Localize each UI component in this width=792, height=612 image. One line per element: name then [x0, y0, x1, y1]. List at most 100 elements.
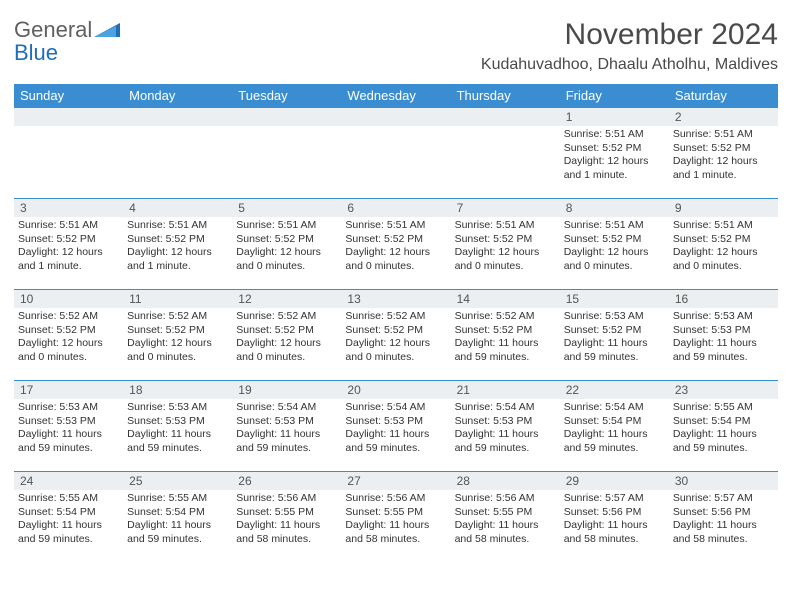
sunset-text: Sunset: 5:52 PM: [18, 324, 119, 338]
day-number: [451, 108, 560, 126]
sunrise-text: Sunrise: 5:57 AM: [564, 492, 665, 506]
calendar-cell: 27Sunrise: 5:56 AMSunset: 5:55 PMDayligh…: [341, 472, 450, 563]
day-info: Sunrise: 5:54 AMSunset: 5:54 PMDaylight:…: [560, 399, 669, 456]
daylight-text: Daylight: 11 hours and 58 minutes.: [673, 519, 774, 546]
sunset-text: Sunset: 5:52 PM: [127, 324, 228, 338]
calendar-cell: 29Sunrise: 5:57 AMSunset: 5:56 PMDayligh…: [560, 472, 669, 563]
sunrise-text: Sunrise: 5:53 AM: [18, 401, 119, 415]
sunrise-text: Sunrise: 5:52 AM: [18, 310, 119, 324]
day-number: 10: [14, 290, 123, 308]
sunrise-text: Sunrise: 5:52 AM: [345, 310, 446, 324]
sunset-text: Sunset: 5:52 PM: [345, 324, 446, 338]
sunset-text: Sunset: 5:53 PM: [345, 415, 446, 429]
day-number: 11: [123, 290, 232, 308]
sunrise-text: Sunrise: 5:57 AM: [673, 492, 774, 506]
sunset-text: Sunset: 5:54 PM: [127, 506, 228, 520]
day-number: 14: [451, 290, 560, 308]
sunrise-text: Sunrise: 5:55 AM: [18, 492, 119, 506]
sunset-text: Sunset: 5:55 PM: [455, 506, 556, 520]
day-info: Sunrise: 5:52 AMSunset: 5:52 PMDaylight:…: [451, 308, 560, 365]
sunrise-text: Sunrise: 5:53 AM: [564, 310, 665, 324]
sunset-text: Sunset: 5:52 PM: [236, 324, 337, 338]
calendar-cell: 25Sunrise: 5:55 AMSunset: 5:54 PMDayligh…: [123, 472, 232, 563]
day-info: Sunrise: 5:56 AMSunset: 5:55 PMDaylight:…: [341, 490, 450, 547]
sunset-text: Sunset: 5:52 PM: [18, 233, 119, 247]
calendar-cell: 28Sunrise: 5:56 AMSunset: 5:55 PMDayligh…: [451, 472, 560, 563]
sunrise-text: Sunrise: 5:51 AM: [236, 219, 337, 233]
day-number: 5: [232, 199, 341, 217]
day-info: Sunrise: 5:55 AMSunset: 5:54 PMDaylight:…: [14, 490, 123, 547]
calendar-cell: 16Sunrise: 5:53 AMSunset: 5:53 PMDayligh…: [669, 290, 778, 381]
day-number: [14, 108, 123, 126]
calendar-cell: [14, 108, 123, 199]
sunrise-text: Sunrise: 5:51 AM: [673, 219, 774, 233]
day-number: 24: [14, 472, 123, 490]
sunrise-text: Sunrise: 5:52 AM: [127, 310, 228, 324]
sunrise-text: Sunrise: 5:55 AM: [127, 492, 228, 506]
calendar-cell: 26Sunrise: 5:56 AMSunset: 5:55 PMDayligh…: [232, 472, 341, 563]
day-info: Sunrise: 5:52 AMSunset: 5:52 PMDaylight:…: [14, 308, 123, 365]
day-info: Sunrise: 5:55 AMSunset: 5:54 PMDaylight:…: [669, 399, 778, 456]
day-number: 25: [123, 472, 232, 490]
calendar-cell: 30Sunrise: 5:57 AMSunset: 5:56 PMDayligh…: [669, 472, 778, 563]
day-number: 18: [123, 381, 232, 399]
header: General Blue November 2024 Kudahuvadhoo,…: [14, 18, 778, 74]
calendar-cell: 5Sunrise: 5:51 AMSunset: 5:52 PMDaylight…: [232, 199, 341, 290]
calendar-cell: 24Sunrise: 5:55 AMSunset: 5:54 PMDayligh…: [14, 472, 123, 563]
daylight-text: Daylight: 12 hours and 0 minutes.: [127, 337, 228, 364]
sunrise-text: Sunrise: 5:53 AM: [127, 401, 228, 415]
calendar-cell: [341, 108, 450, 199]
sunrise-text: Sunrise: 5:51 AM: [673, 128, 774, 142]
daylight-text: Daylight: 12 hours and 0 minutes.: [455, 246, 556, 273]
daylight-text: Daylight: 11 hours and 59 minutes.: [18, 428, 119, 455]
day-number: 23: [669, 381, 778, 399]
daylight-text: Daylight: 11 hours and 58 minutes.: [455, 519, 556, 546]
calendar-week-row: 24Sunrise: 5:55 AMSunset: 5:54 PMDayligh…: [14, 472, 778, 563]
daylight-text: Daylight: 12 hours and 0 minutes.: [236, 246, 337, 273]
calendar-week-row: 17Sunrise: 5:53 AMSunset: 5:53 PMDayligh…: [14, 381, 778, 472]
sunset-text: Sunset: 5:55 PM: [345, 506, 446, 520]
sunrise-text: Sunrise: 5:52 AM: [455, 310, 556, 324]
sunrise-text: Sunrise: 5:51 AM: [455, 219, 556, 233]
weekday-header: Friday: [560, 84, 669, 108]
day-number: 6: [341, 199, 450, 217]
sunset-text: Sunset: 5:52 PM: [345, 233, 446, 247]
sunset-text: Sunset: 5:53 PM: [673, 324, 774, 338]
day-number: [341, 108, 450, 126]
calendar-cell: 15Sunrise: 5:53 AMSunset: 5:52 PMDayligh…: [560, 290, 669, 381]
day-info: Sunrise: 5:53 AMSunset: 5:53 PMDaylight:…: [669, 308, 778, 365]
calendar-cell: 17Sunrise: 5:53 AMSunset: 5:53 PMDayligh…: [14, 381, 123, 472]
sunrise-text: Sunrise: 5:54 AM: [345, 401, 446, 415]
daylight-text: Daylight: 12 hours and 0 minutes.: [673, 246, 774, 273]
sunset-text: Sunset: 5:52 PM: [455, 233, 556, 247]
daylight-text: Daylight: 12 hours and 0 minutes.: [236, 337, 337, 364]
sunset-text: Sunset: 5:52 PM: [455, 324, 556, 338]
day-number: 19: [232, 381, 341, 399]
daylight-text: Daylight: 11 hours and 59 minutes.: [455, 428, 556, 455]
sunrise-text: Sunrise: 5:54 AM: [236, 401, 337, 415]
calendar-cell: 14Sunrise: 5:52 AMSunset: 5:52 PMDayligh…: [451, 290, 560, 381]
daylight-text: Daylight: 11 hours and 58 minutes.: [236, 519, 337, 546]
calendar-week-row: 10Sunrise: 5:52 AMSunset: 5:52 PMDayligh…: [14, 290, 778, 381]
sunset-text: Sunset: 5:52 PM: [127, 233, 228, 247]
day-number: 21: [451, 381, 560, 399]
page-subtitle: Kudahuvadhoo, Dhaalu Atholhu, Maldives: [481, 56, 778, 74]
day-number: [232, 108, 341, 126]
day-info: Sunrise: 5:51 AMSunset: 5:52 PMDaylight:…: [123, 217, 232, 274]
day-info: Sunrise: 5:57 AMSunset: 5:56 PMDaylight:…: [669, 490, 778, 547]
day-info: Sunrise: 5:51 AMSunset: 5:52 PMDaylight:…: [669, 217, 778, 274]
calendar-cell: 11 Sunrise: 5:52 AMSunset: 5:52 PMDayligh…: [123, 290, 232, 381]
calendar-table: SundayMondayTuesdayWednesdayThursdayFrid…: [14, 84, 778, 562]
day-number: 1: [560, 108, 669, 126]
daylight-text: Daylight: 11 hours and 58 minutes.: [564, 519, 665, 546]
day-number: 2: [669, 108, 778, 126]
day-info: Sunrise: 5:51 AMSunset: 5:52 PMDaylight:…: [560, 126, 669, 183]
sunrise-text: Sunrise: 5:53 AM: [673, 310, 774, 324]
sunrise-text: Sunrise: 5:51 AM: [564, 128, 665, 142]
calendar-cell: 12Sunrise: 5:52 AMSunset: 5:52 PMDayligh…: [232, 290, 341, 381]
day-number: 30: [669, 472, 778, 490]
weekday-header: Thursday: [451, 84, 560, 108]
sunset-text: Sunset: 5:56 PM: [564, 506, 665, 520]
daylight-text: Daylight: 11 hours and 59 minutes.: [673, 337, 774, 364]
calendar-cell: 10Sunrise: 5:52 AMSunset: 5:52 PMDayligh…: [14, 290, 123, 381]
